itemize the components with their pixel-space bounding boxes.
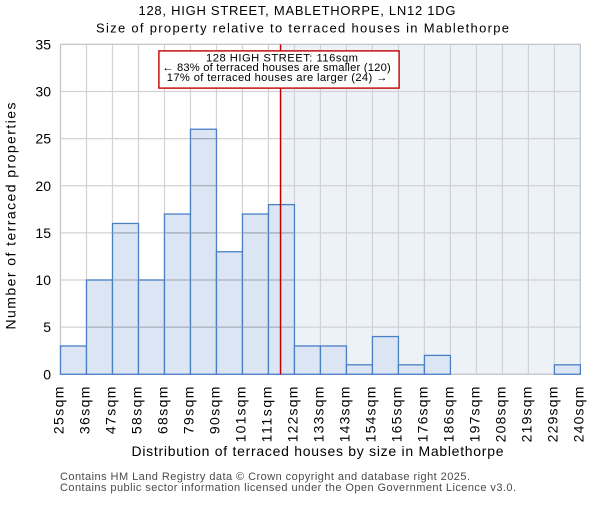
- svg-text:25sqm: 25sqm: [51, 387, 67, 435]
- svg-text:Contains HM Land Registry data: Contains HM Land Registry data © Crown c…: [60, 471, 470, 483]
- svg-text:Size of property relative to t: Size of property relative to terraced ho…: [96, 20, 509, 35]
- svg-text:Contains public sector informa: Contains public sector information licen…: [60, 482, 516, 494]
- svg-text:128 HIGH STREET: 116sqm: 128 HIGH STREET: 116sqm: [206, 53, 358, 65]
- svg-text:101sqm: 101sqm: [232, 387, 248, 443]
- svg-text:58sqm: 58sqm: [128, 387, 144, 435]
- svg-text:0: 0: [43, 366, 51, 382]
- svg-text:35: 35: [35, 37, 51, 53]
- svg-text:17% of terraced houses are lar: 17% of terraced houses are larger (24) →: [167, 72, 388, 84]
- svg-text:122sqm: 122sqm: [284, 387, 300, 443]
- svg-text:36sqm: 36sqm: [77, 387, 93, 435]
- svg-text:229sqm: 229sqm: [544, 387, 560, 443]
- svg-text:133sqm: 133sqm: [310, 387, 326, 443]
- svg-text:Number of terraced properties: Number of terraced properties: [3, 103, 19, 330]
- svg-text:90sqm: 90sqm: [206, 387, 222, 435]
- svg-text:143sqm: 143sqm: [336, 387, 352, 443]
- svg-text:208sqm: 208sqm: [492, 387, 508, 443]
- svg-text:5: 5: [43, 319, 51, 335]
- svg-text:165sqm: 165sqm: [388, 387, 404, 443]
- svg-text:← 83% of terraced houses are s: ← 83% of terraced houses are smaller (12…: [162, 62, 391, 74]
- svg-text:47sqm: 47sqm: [102, 387, 118, 435]
- svg-text:25: 25: [35, 131, 51, 147]
- svg-text:176sqm: 176sqm: [414, 387, 430, 443]
- svg-text:10: 10: [35, 272, 51, 288]
- svg-text:111sqm: 111sqm: [258, 387, 274, 443]
- svg-text:68sqm: 68sqm: [154, 387, 170, 435]
- svg-text:Distribution of terraced house: Distribution of terraced houses by size …: [132, 443, 504, 459]
- svg-text:15: 15: [35, 225, 51, 241]
- svg-text:128, HIGH STREET, MABLETHORPE,: 128, HIGH STREET, MABLETHORPE, LN12 1DG: [139, 3, 456, 18]
- svg-text:197sqm: 197sqm: [466, 387, 482, 443]
- svg-text:79sqm: 79sqm: [180, 387, 196, 435]
- svg-text:154sqm: 154sqm: [362, 387, 378, 443]
- svg-text:30: 30: [35, 84, 51, 100]
- svg-text:219sqm: 219sqm: [518, 387, 534, 443]
- svg-text:186sqm: 186sqm: [440, 387, 456, 443]
- svg-text:240sqm: 240sqm: [570, 387, 586, 443]
- svg-text:20: 20: [35, 178, 51, 194]
